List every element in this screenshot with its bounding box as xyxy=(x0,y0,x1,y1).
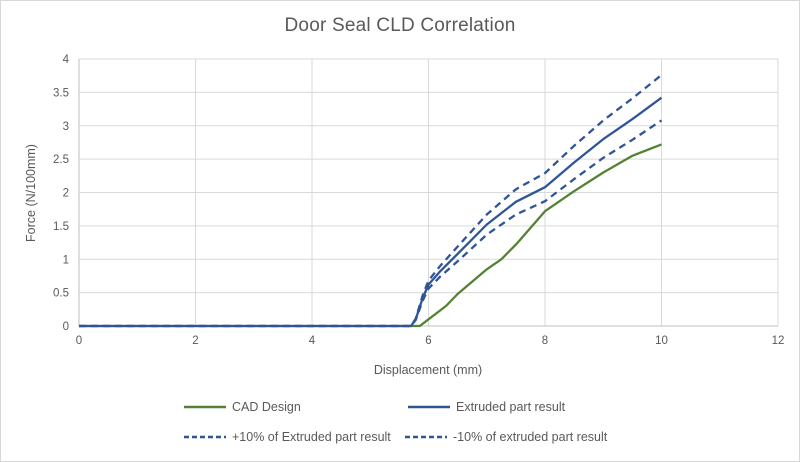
legend-item-minus10: -10% of extruded part result xyxy=(405,430,607,444)
line-cad-design xyxy=(79,143,662,328)
legend-label-plus10: +10% of Extruded part result xyxy=(232,430,391,444)
gridlines xyxy=(78,58,779,327)
legend-swatch-cad-design xyxy=(184,405,226,409)
legend-swatch-extruded-part-result xyxy=(408,405,450,409)
x-axis-title: Displacement (mm) xyxy=(374,363,482,377)
legend-label-extruded-part-result: Extruded part result xyxy=(456,400,566,414)
line-10-of-extruded-part-result xyxy=(79,74,663,328)
y-tick-label: 0 xyxy=(63,321,69,333)
legend-item-extruded-part-result: Extruded part result xyxy=(408,400,565,414)
y-axis-title: Force (N/100mm) xyxy=(24,144,38,242)
x-tick-label: 8 xyxy=(542,335,548,347)
line-extruded-part-result xyxy=(79,96,663,328)
y-tick-label: 0.5 xyxy=(53,288,69,300)
x-tick-label: 0 xyxy=(76,335,82,347)
x-tick-label: 2 xyxy=(192,335,198,347)
x-tick-label: 12 xyxy=(772,335,785,347)
y-tick-label: 1.5 xyxy=(53,221,69,233)
y-tick-label: 4 xyxy=(63,54,70,66)
legend-swatch-plus10 xyxy=(184,435,226,439)
y-tick-label: 3.5 xyxy=(53,87,69,99)
tick-labels: 0 2 4 6 8 10 12 0 0.5 1 1.5 2 2.5 3 3.5 4 xyxy=(53,54,784,347)
x-tick-label: 6 xyxy=(425,335,431,347)
chart-title: Door Seal CLD Correlation xyxy=(284,15,516,36)
x-tick-label: 4 xyxy=(309,335,316,347)
legend-swatch-minus10 xyxy=(405,435,447,439)
legend-label-minus10: -10% of extruded part result xyxy=(453,430,608,444)
series-lines xyxy=(79,74,663,328)
y-tick-label: 3 xyxy=(63,121,69,133)
legend-label-cad-design: CAD Design xyxy=(232,400,301,414)
line-10-of-extruded-part-result xyxy=(79,119,663,328)
legend-item-cad-design: CAD Design xyxy=(184,400,301,414)
x-tick-label: 10 xyxy=(655,335,668,347)
y-tick-label: 1 xyxy=(63,254,69,266)
y-tick-label: 2 xyxy=(63,188,69,200)
legend-item-plus10: +10% of Extruded part result xyxy=(184,430,391,444)
y-tick-label: 2.5 xyxy=(53,154,69,166)
